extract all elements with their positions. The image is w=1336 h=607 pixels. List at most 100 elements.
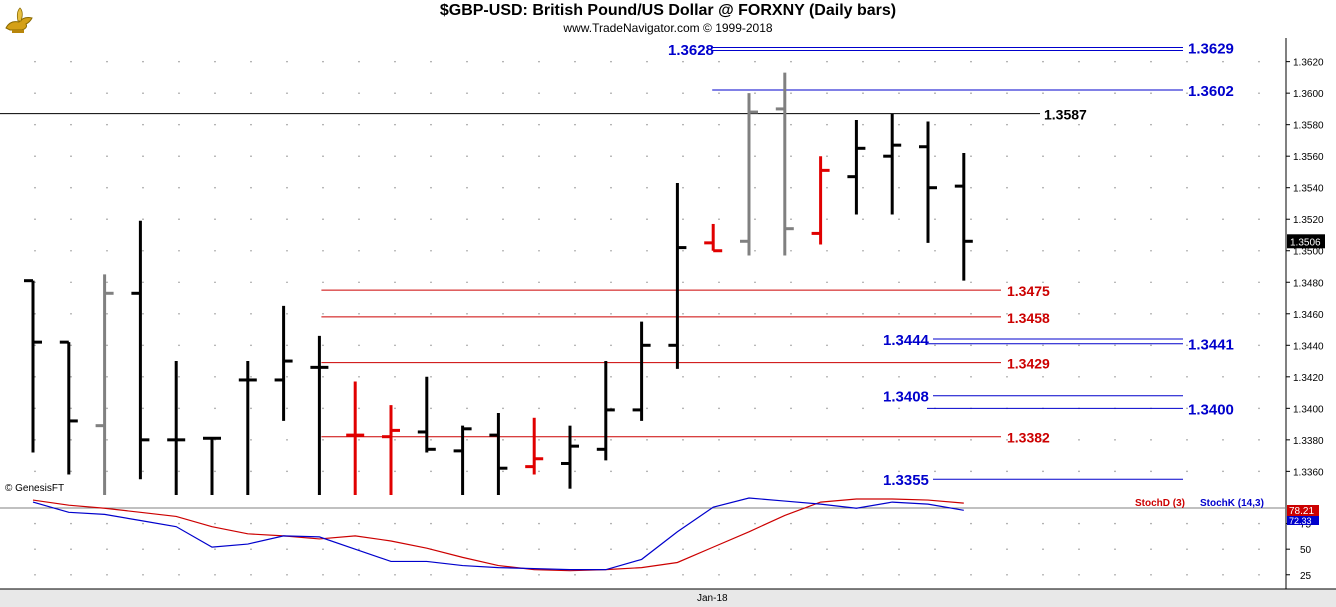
stoch-y-tick-label: 50 bbox=[1300, 545, 1312, 556]
grid-dot bbox=[862, 249, 864, 252]
grid-dot bbox=[898, 573, 900, 576]
grid-dot bbox=[790, 407, 792, 410]
grid-dot bbox=[358, 312, 360, 315]
grid-dot bbox=[610, 249, 612, 252]
grid-dot bbox=[358, 344, 360, 347]
grid-dot bbox=[682, 522, 684, 525]
grid-dot bbox=[970, 249, 972, 252]
grid-dot bbox=[1078, 439, 1080, 441]
grid-dot bbox=[970, 376, 972, 378]
grid-dot bbox=[286, 218, 288, 221]
grid-dot bbox=[1006, 155, 1008, 157]
grid-dot bbox=[70, 439, 72, 441]
grid-dot bbox=[70, 155, 72, 157]
grid-dot bbox=[1222, 123, 1224, 126]
grid-dot bbox=[754, 312, 756, 315]
grid-dot bbox=[1114, 439, 1116, 441]
grid-dot bbox=[754, 123, 756, 126]
grid-dot bbox=[1258, 155, 1260, 157]
grid-dot bbox=[646, 312, 648, 315]
grid-dot bbox=[70, 249, 72, 252]
grid-dot bbox=[178, 470, 180, 473]
grid-dot bbox=[502, 155, 504, 157]
grid-dot bbox=[862, 522, 864, 525]
grid-dot bbox=[214, 123, 216, 126]
grid-dot bbox=[826, 186, 828, 189]
grid-dot bbox=[394, 344, 396, 347]
grid-dot bbox=[646, 92, 648, 94]
grid-dot bbox=[1222, 522, 1224, 525]
grid-dot bbox=[1042, 186, 1044, 189]
grid-dot bbox=[610, 439, 612, 441]
grid-dot bbox=[106, 548, 108, 550]
grid-dot bbox=[754, 573, 756, 576]
grid-dot bbox=[358, 186, 360, 189]
grid-dot bbox=[34, 470, 36, 473]
grid-dot bbox=[34, 281, 36, 284]
grid-dot bbox=[250, 548, 252, 550]
y-tick-label: 1.3380 bbox=[1293, 436, 1324, 447]
grid-dot bbox=[250, 407, 252, 410]
grid-dot bbox=[178, 376, 180, 378]
grid-dot bbox=[250, 281, 252, 284]
stoch-d-value-box bbox=[1287, 505, 1319, 516]
y-tick-label: 1.3560 bbox=[1293, 152, 1324, 163]
grid-dot bbox=[718, 376, 720, 378]
grid-dot bbox=[1186, 92, 1188, 94]
grid-dot bbox=[538, 186, 540, 189]
level-label: 1.3444 bbox=[883, 332, 930, 349]
grid-dot bbox=[106, 312, 108, 315]
grid-dot bbox=[1042, 470, 1044, 473]
genie-lamp-icon bbox=[5, 7, 33, 33]
grid-dot bbox=[1258, 573, 1260, 576]
grid-dot bbox=[250, 312, 252, 315]
grid-dot bbox=[898, 249, 900, 252]
grid-dot bbox=[754, 186, 756, 189]
grid-dot bbox=[286, 522, 288, 525]
grid-dot bbox=[934, 92, 936, 94]
grid-dot bbox=[610, 60, 612, 63]
grid-dot bbox=[934, 312, 936, 315]
grid-dot bbox=[70, 186, 72, 189]
grid-dot bbox=[1042, 522, 1044, 525]
grid-dot bbox=[826, 376, 828, 378]
grid-dot bbox=[34, 344, 36, 347]
grid-dot bbox=[1150, 186, 1152, 189]
grid-dot bbox=[430, 522, 432, 525]
grid-dot bbox=[718, 470, 720, 473]
grid-dot bbox=[826, 281, 828, 284]
grid-dot bbox=[250, 123, 252, 126]
grid-dot bbox=[286, 60, 288, 63]
y-tick-label: 1.3580 bbox=[1293, 121, 1324, 132]
grid-dot bbox=[394, 218, 396, 221]
grid-dot bbox=[466, 60, 468, 63]
grid-dot bbox=[826, 92, 828, 94]
grid-dot bbox=[934, 439, 936, 441]
grid-dot bbox=[1258, 548, 1260, 550]
grid-dot bbox=[178, 186, 180, 189]
grid-dot bbox=[322, 249, 324, 252]
grid-dot bbox=[178, 548, 180, 550]
grid-dot bbox=[466, 522, 468, 525]
grid-dot bbox=[1042, 123, 1044, 126]
grid-dot bbox=[250, 439, 252, 441]
grid-dot bbox=[1258, 92, 1260, 94]
grid-dot bbox=[970, 123, 972, 126]
grid-dot bbox=[718, 92, 720, 94]
grid-dot bbox=[1006, 281, 1008, 284]
grid-dot bbox=[934, 60, 936, 63]
grid-dot bbox=[1186, 573, 1188, 576]
grid-dot bbox=[394, 573, 396, 576]
grid-dot bbox=[682, 281, 684, 284]
grid-dot bbox=[610, 312, 612, 315]
grid-dot bbox=[178, 123, 180, 126]
grid-dot bbox=[1222, 470, 1224, 473]
grid-dot bbox=[610, 92, 612, 94]
grid-dot bbox=[286, 376, 288, 378]
grid-dot bbox=[826, 60, 828, 63]
grid-dot bbox=[142, 281, 144, 284]
level-label: 1.3458 bbox=[1007, 310, 1050, 326]
grid-dot bbox=[466, 470, 468, 473]
grid-dot bbox=[394, 470, 396, 473]
grid-dot bbox=[394, 249, 396, 252]
